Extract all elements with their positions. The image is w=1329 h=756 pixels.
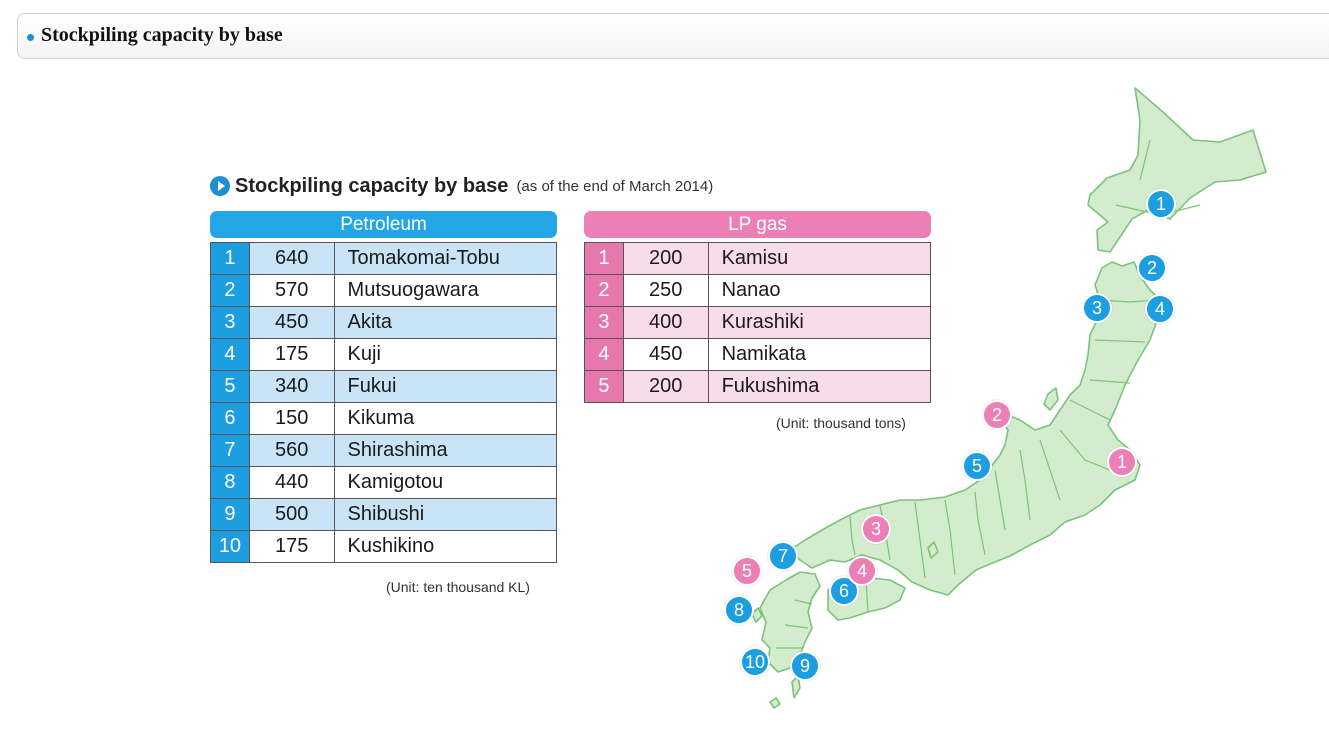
- capacity-value: 450: [622, 338, 709, 371]
- lpgas-marker-4[interactable]: 4: [847, 556, 877, 586]
- play-circle-icon: [210, 176, 230, 196]
- capacity-value: 640: [248, 242, 335, 275]
- capacity-value: 570: [248, 274, 335, 307]
- capacity-value: 200: [622, 242, 709, 275]
- lpgas-marker-5[interactable]: 5: [732, 556, 762, 586]
- table-row: 6 150 Kikuma: [210, 402, 558, 435]
- row-number: 4: [210, 338, 250, 371]
- goto-island: [751, 607, 763, 623]
- base-name: Akita: [333, 306, 558, 339]
- petroleum-marker-7[interactable]: 7: [768, 541, 798, 571]
- row-number: 10: [210, 530, 250, 563]
- petroleum-marker-4[interactable]: 4: [1145, 294, 1175, 324]
- petroleum-table: 1 640 Tomakomai-Tobu 2 570 Mutsuogawara 3 450…: [210, 242, 558, 563]
- base-name: Shirashima: [333, 434, 558, 467]
- figure-title: Stockpiling capacity by base (as of the …: [210, 173, 713, 199]
- table-row: 7 560 Shirashima: [210, 434, 558, 467]
- kyushu-island: [759, 571, 821, 673]
- table-row: 2 570 Mutsuogawara: [210, 274, 558, 307]
- petroleum-marker-1[interactable]: 1: [1146, 189, 1176, 219]
- petroleum-marker-9[interactable]: 9: [790, 651, 820, 681]
- capacity-value: 200: [622, 370, 709, 403]
- yakushima-island: [769, 697, 781, 709]
- petroleum-marker-10[interactable]: 10: [740, 647, 770, 677]
- table-row: 8 440 Kamigotou: [210, 466, 558, 499]
- table-row: 4 175 Kuji: [210, 338, 558, 371]
- table-row: 4 450 Namikata: [584, 338, 932, 371]
- row-number: 2: [210, 274, 250, 307]
- table-row: 3 400 Kurashiki: [584, 306, 932, 339]
- lpgas-header: LP gas: [584, 211, 931, 238]
- base-name: Kurashiki: [707, 306, 932, 339]
- lpgas-table: 1 200 Kamisu 2 250 Nanao 3 400 Kurashiki 4 450 N…: [584, 242, 932, 403]
- table-row: 5 340 Fukui: [210, 370, 558, 403]
- base-name: Nanao: [707, 274, 932, 307]
- honshu-island: [789, 261, 1161, 596]
- row-number: 7: [210, 434, 250, 467]
- table-row: 10 175 Kushikino: [210, 530, 558, 563]
- petroleum-marker-3[interactable]: 3: [1082, 293, 1112, 323]
- base-name: Kushikino: [333, 530, 558, 563]
- capacity-value: 450: [248, 306, 335, 339]
- petroleum-marker-2[interactable]: 2: [1137, 253, 1167, 283]
- table-row: 3 450 Akita: [210, 306, 558, 339]
- capacity-value: 250: [622, 274, 709, 307]
- figure-title-text: Stockpiling capacity by base: [235, 174, 509, 197]
- row-number: 5: [584, 370, 624, 403]
- petroleum-marker-8[interactable]: 8: [724, 595, 754, 625]
- prefecture-borders: [776, 139, 1201, 649]
- base-name: Fukui: [333, 370, 558, 403]
- awaji-island: [927, 541, 939, 559]
- capacity-value: 175: [248, 338, 335, 371]
- lpgas-marker-1[interactable]: 1: [1107, 447, 1137, 477]
- capacity-value: 400: [622, 306, 709, 339]
- row-number: 5: [210, 370, 250, 403]
- capacity-value: 175: [248, 530, 335, 563]
- lpgas-marker-3[interactable]: 3: [861, 514, 891, 544]
- section-header[interactable]: Stockpiling capacity by base: [17, 13, 1329, 59]
- row-number: 3: [210, 306, 250, 339]
- row-number: 9: [210, 498, 250, 531]
- table-row: 1 200 Kamisu: [584, 242, 932, 275]
- lpgas-unit: (Unit: thousand tons): [776, 415, 906, 431]
- base-name: Kuji: [333, 338, 558, 371]
- bullet-icon: [27, 34, 34, 41]
- base-name: Shibushi: [333, 498, 558, 531]
- figure-subtitle: (as of the end of March 2014): [516, 177, 714, 195]
- base-name: Kamisu: [707, 242, 932, 275]
- capacity-value: 150: [248, 402, 335, 435]
- section-title: Stockpiling capacity by base: [41, 24, 283, 46]
- capacity-value: 340: [248, 370, 335, 403]
- petroleum-marker-5[interactable]: 5: [962, 451, 992, 481]
- base-name: Tomakomai-Tobu: [333, 242, 558, 275]
- base-name: Fukushima: [707, 370, 932, 403]
- table-row: 1 640 Tomakomai-Tobu: [210, 242, 558, 275]
- petroleum-unit: (Unit: ten thousand KL): [386, 579, 530, 595]
- sado-island: [1043, 387, 1059, 411]
- table-row: 5 200 Fukushima: [584, 370, 932, 403]
- base-name: Mutsuogawara: [333, 274, 558, 307]
- petroleum-header: Petroleum: [210, 211, 557, 238]
- hokkaido-island: [1087, 87, 1267, 253]
- lpgas-marker-2[interactable]: 2: [982, 400, 1012, 430]
- row-number: 4: [584, 338, 624, 371]
- row-number: 8: [210, 466, 250, 499]
